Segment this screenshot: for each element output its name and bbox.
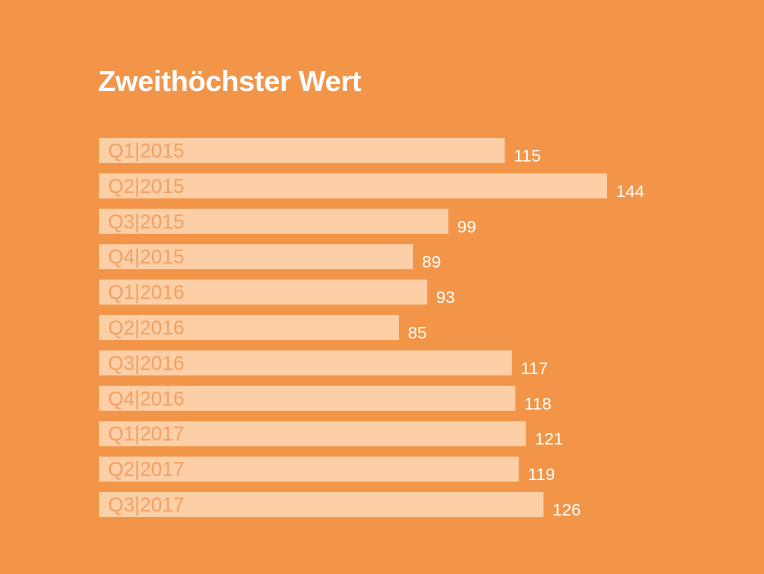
bar-q3-2015: [99, 208, 449, 234]
value-label: 121: [535, 430, 563, 449]
chart-title: Zweithöchster Wert: [98, 66, 362, 98]
category-label: Q4|2015: [108, 247, 184, 269]
bar-q4-2015: [99, 244, 413, 270]
category-label: Q1|2017: [108, 424, 184, 446]
bar-q3-2016: [99, 350, 512, 376]
value-label: 115: [514, 147, 541, 166]
value-label: 144: [616, 182, 644, 201]
category-label: Q2|2015: [108, 176, 184, 198]
bar-q2-2015: [99, 173, 607, 199]
value-label: 117: [521, 359, 548, 378]
value-label: 85: [408, 324, 427, 343]
bar-q1-2017: [99, 421, 526, 447]
category-label: Q3|2016: [108, 353, 184, 375]
bar-q1-2016: [99, 279, 428, 305]
category-label: Q4|2016: [108, 388, 184, 410]
value-label: 119: [528, 465, 555, 484]
value-label: 126: [553, 501, 581, 520]
value-label: 118: [524, 394, 551, 413]
value-label: 99: [457, 217, 476, 236]
category-label: Q3|2015: [108, 211, 184, 233]
bar-q1-2015: [99, 138, 505, 163]
category-label: Q1|2015: [108, 141, 184, 163]
value-label: 89: [422, 253, 441, 272]
bar-q2-2016: [99, 315, 399, 340]
bar-q4-2016: [99, 385, 516, 411]
value-label: 93: [436, 288, 455, 307]
category-label: Q2|2017: [108, 459, 184, 481]
category-label: Q3|2017: [108, 495, 184, 517]
bar-q3-2017: [99, 492, 544, 517]
category-label: Q1|2016: [108, 282, 184, 304]
bar-q2-2017: [99, 456, 519, 482]
category-label: Q2|2016: [108, 318, 184, 340]
